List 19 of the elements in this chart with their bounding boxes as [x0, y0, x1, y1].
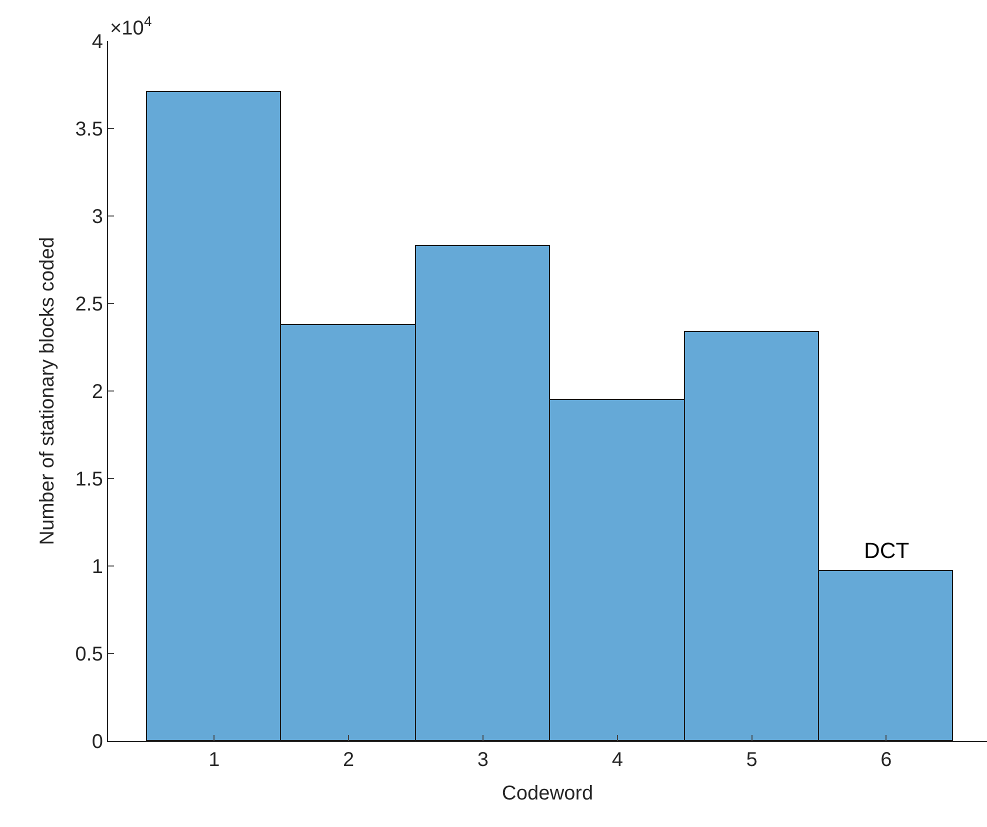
x-tick-label: 6	[880, 749, 892, 771]
y-tick-label: 1.5	[75, 468, 103, 490]
y-tick-label: 2.5	[75, 294, 103, 316]
x-tick-label: 2	[343, 749, 354, 771]
text: ×10$^{4}$	[110, 13, 152, 40]
x-tick-label: 3	[477, 749, 489, 771]
y-tick-label: 2	[92, 381, 103, 403]
y-axis-title: Number of stationary blocks coded	[36, 237, 59, 545]
x-tick-label: 1	[208, 749, 220, 771]
annotation: DCT	[864, 538, 910, 563]
y-tick-label: 0	[92, 731, 103, 753]
y-tick-label: 3.5	[75, 118, 103, 140]
x-tick-label: 5	[746, 749, 758, 771]
x-tick-label: 4	[612, 749, 623, 771]
x-axis-title: Codeword	[502, 782, 594, 804]
y-tick-label: 3	[92, 206, 103, 228]
y-tick-label: 0.5	[75, 644, 103, 666]
y-tick-label: 4	[92, 31, 103, 53]
y-tick-label: 1	[92, 556, 103, 578]
